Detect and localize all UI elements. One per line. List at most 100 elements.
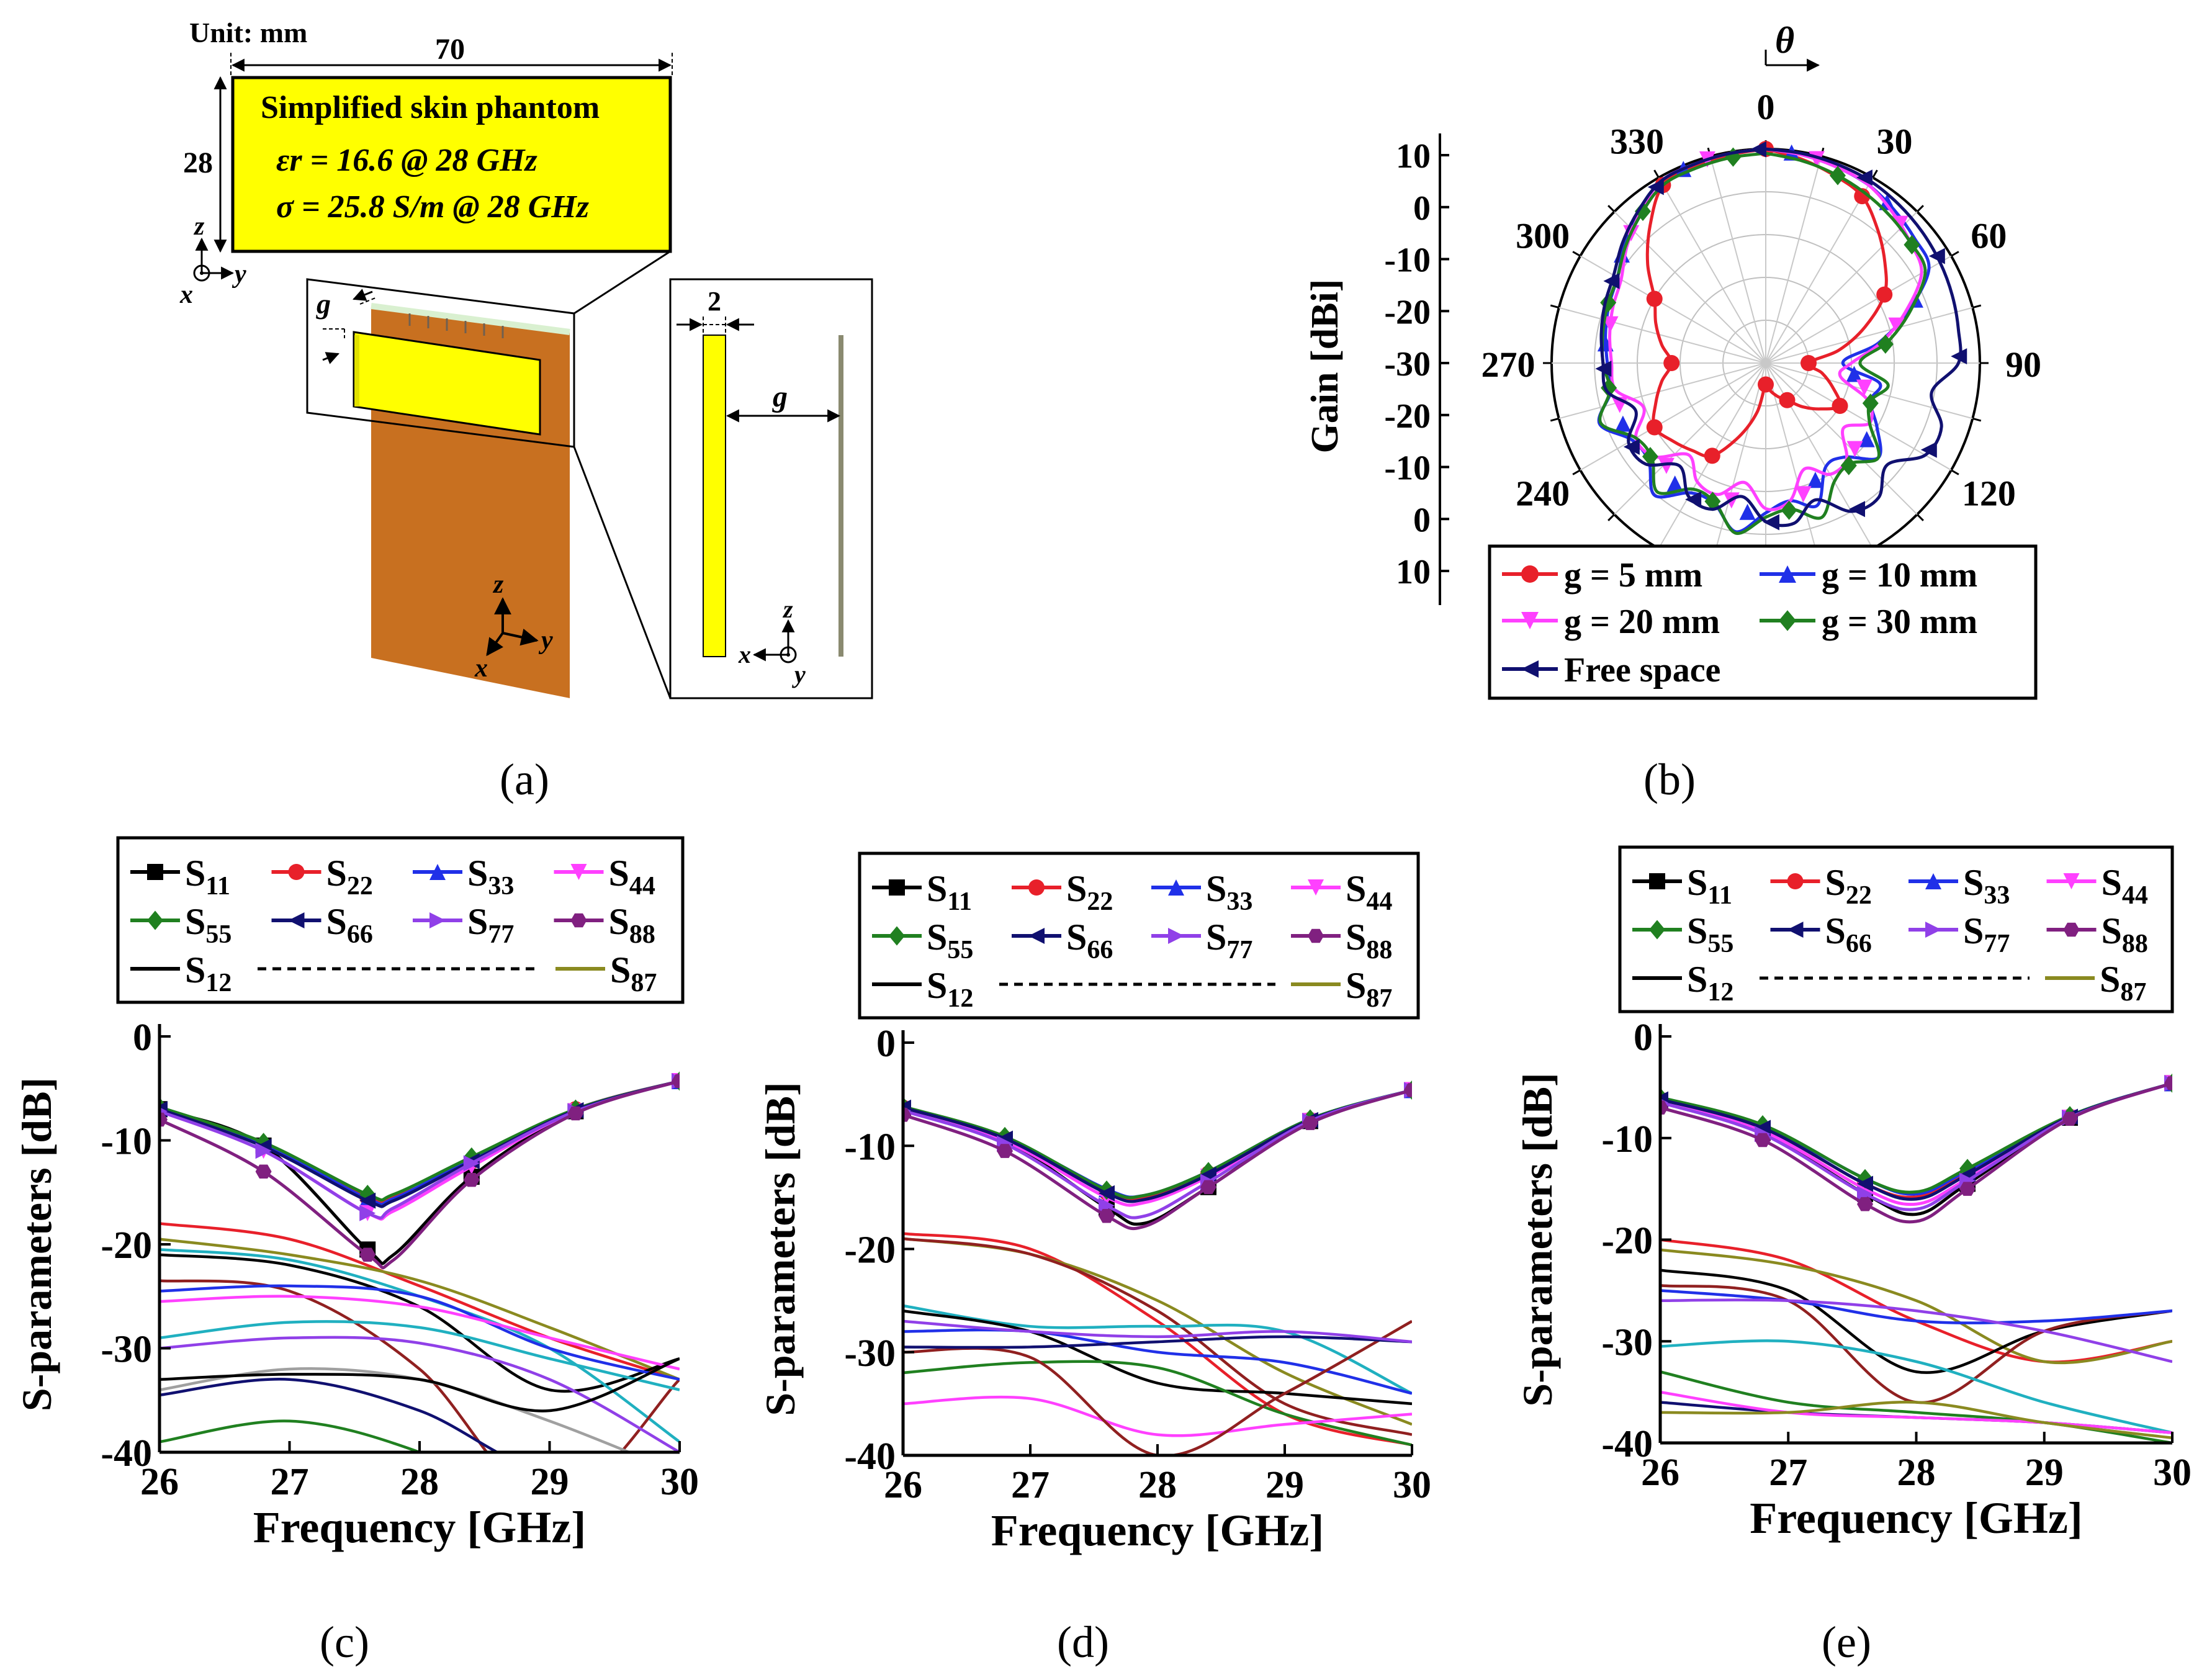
- polar-data-marker: [1928, 248, 1945, 264]
- legend-marker: [570, 864, 587, 880]
- y-axis-label: S-parameters [dB]: [1514, 1072, 1561, 1406]
- coupling-curve: [903, 1232, 1412, 1447]
- legend-marker: [570, 913, 587, 928]
- svg-text:z: z: [782, 595, 793, 623]
- legend-marker: [1028, 928, 1045, 944]
- caption-e: (e): [1822, 1617, 1871, 1667]
- coupling-curve: [1660, 1248, 2172, 1365]
- polar-angle-tick: [1653, 169, 1660, 178]
- polar-r-tick-label: 10: [1396, 553, 1431, 591]
- reflection-curve: [903, 1089, 1412, 1207]
- polar-legend-marker: [1521, 660, 1539, 678]
- polar-angle-tick: [1607, 513, 1616, 521]
- svg-text:x: x: [179, 281, 193, 309]
- x-axis-label: Frequency [GHz]: [1750, 1493, 2083, 1543]
- sparam-data-marker: [903, 1108, 911, 1122]
- polar-data-marker: [1888, 317, 1905, 334]
- polar-data-marker: [1801, 355, 1817, 371]
- polar-data-marker: [1614, 415, 1631, 432]
- polar-angle-tick: [1972, 304, 1982, 309]
- y-tick-label: -20: [1601, 1220, 1653, 1262]
- reflection-curve: [903, 1089, 1412, 1203]
- polar-legend-label: g = 5 mm: [1564, 556, 1702, 595]
- polar-legend-marker: [1521, 565, 1539, 583]
- phantom-3d: [353, 331, 541, 436]
- reflection-curve: [1660, 1081, 2172, 1196]
- legend-marker: [1028, 879, 1045, 896]
- sparam-data-marker: [463, 1155, 480, 1172]
- sparam-data-marker: [1857, 1169, 1873, 1188]
- polar-angle-tick: [1916, 513, 1924, 521]
- x-tick-label: 27: [1769, 1452, 1807, 1494]
- reflection-curve: [1660, 1081, 2172, 1206]
- sparam-data-marker: [1959, 1182, 1976, 1196]
- polar-data-marker: [1763, 514, 1779, 531]
- legend-label-s12: S12: [1687, 959, 1733, 1007]
- sparam-data-marker: [997, 1144, 1013, 1158]
- permittivity-text: εr = 16.6 @ 28 GHz: [276, 143, 537, 178]
- polar-grid-spoke: [1765, 362, 1973, 420]
- polar-grid-spoke: [1765, 362, 1918, 515]
- sparam-data-marker: [160, 1112, 168, 1127]
- legend-marker: [1925, 873, 1941, 889]
- polar-data-marker: [1685, 491, 1702, 508]
- coupling-curve: [160, 1357, 680, 1413]
- y-tick-label: -30: [844, 1332, 896, 1375]
- polar-grid-spoke: [1614, 362, 1766, 515]
- reflection-curve: [1660, 1081, 2172, 1199]
- polar-data-marker: [1892, 215, 1909, 232]
- coupling-curve: [903, 1309, 1412, 1406]
- polar-angle-label: 330: [1610, 122, 1664, 162]
- polar-data-marker: [1642, 447, 1658, 467]
- reflection-curve: [1660, 1081, 2172, 1201]
- polar-ylabel: Gain [dBi]: [1304, 279, 1346, 454]
- polar-grid-spoke: [1765, 211, 1918, 364]
- y-tick-label: -10: [1601, 1118, 1653, 1161]
- reflection-curve: [1660, 1081, 2172, 1194]
- sparam-data-marker: [1857, 1197, 1873, 1211]
- polar-legend-label: g = 20 mm: [1564, 603, 1720, 641]
- coupling-curve: [1660, 1269, 2172, 1374]
- polar-angle-label: 120: [1962, 474, 2016, 514]
- legend-marker: [1787, 873, 1804, 889]
- coupling-curve: [1660, 1400, 2172, 1440]
- antenna-array-strip: [371, 303, 570, 335]
- polar-angle-label: 60: [1971, 216, 2007, 256]
- caption-a: (a): [500, 755, 549, 804]
- polar-grid-spoke: [1709, 362, 1766, 570]
- legend-marker: [2063, 873, 2080, 889]
- sparam-data-marker: [1660, 1100, 1668, 1115]
- polar-data-marker: [1595, 361, 1612, 377]
- sparam-data-marker: [359, 1205, 376, 1221]
- coupling-curve: [160, 1320, 680, 1391]
- panel-d-sparam-chart: 26 27 28 29 30 0 -10 -20 -30 -40 Frequency [GHz] S-…: [757, 851, 1431, 1555]
- polar-legend-marker: [1779, 610, 1796, 631]
- coupling-curve: [1660, 1289, 2172, 1324]
- polar-angle-label: 90: [2005, 344, 2041, 385]
- legend-marker: [2063, 922, 2080, 937]
- side-view-box: [669, 278, 873, 699]
- panel-b-polar-chart: Gain [dBi] 10 0 -10 -20 -30 -20 -10 0 10 0 30 60 90…: [1304, 20, 2041, 700]
- polar-angle-tick: [1550, 304, 1560, 309]
- legend-label: S77: [467, 901, 514, 949]
- sparam-data-marker: [1755, 1120, 1771, 1136]
- x-tick-label: 28: [1138, 1464, 1177, 1506]
- sparam-data-marker: [672, 1074, 680, 1089]
- coupling-curve: [1660, 1298, 2172, 1363]
- x-tick-label: 30: [2153, 1452, 2192, 1494]
- polar-data-marker: [1623, 439, 1640, 456]
- polar-angle-label: 30: [1877, 122, 1913, 162]
- coupling-curve: [903, 1360, 1412, 1447]
- caption-b: (b): [1643, 755, 1696, 804]
- polar-data-marker: [1779, 392, 1796, 408]
- y-tick-label: -30: [101, 1329, 152, 1371]
- polar-grid-spoke: [1658, 177, 1766, 364]
- legend-marker: [1168, 879, 1184, 896]
- legend-marker: [147, 910, 163, 930]
- polar-r-tick-label: -10: [1384, 449, 1431, 488]
- polar-grid-spoke: [1614, 211, 1766, 364]
- polar-grid-spoke: [1765, 362, 1822, 570]
- sparam-data-marker: [1959, 1159, 1976, 1179]
- conductivity-text: σ = 25.8 S/m @ 28 GHz: [276, 189, 590, 225]
- polar-grid-spoke: [1765, 156, 1822, 364]
